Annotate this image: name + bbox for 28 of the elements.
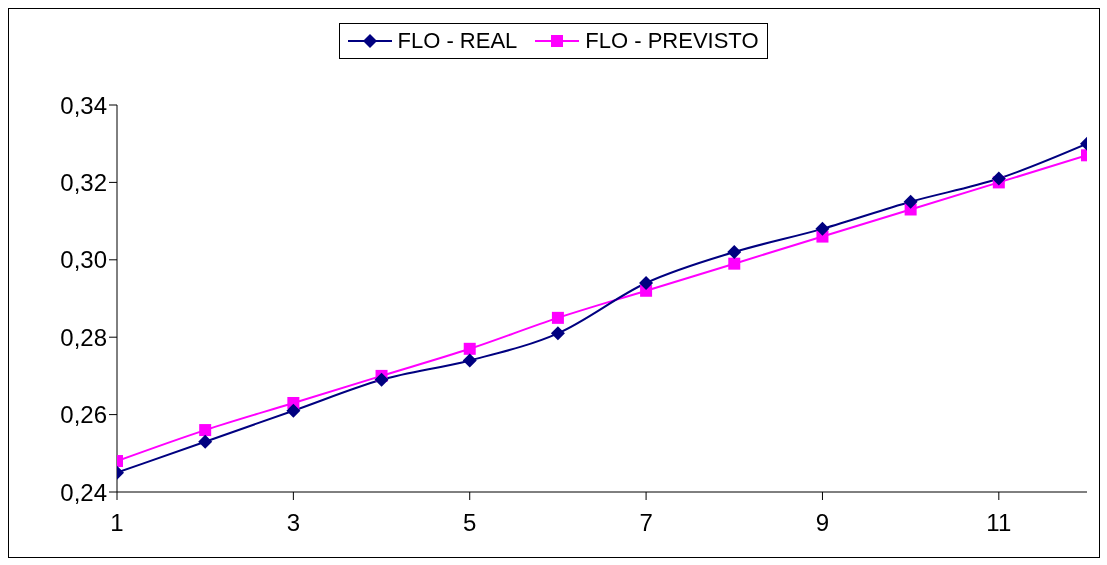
x-tick-label: 3: [286, 509, 301, 537]
y-tick-label: 0,32: [60, 168, 107, 196]
x-tick-label: 5: [463, 509, 477, 537]
y-tick-label: 0,26: [60, 401, 107, 429]
x-tick-label: 1: [110, 509, 124, 537]
point: [727, 245, 742, 260]
point: [199, 424, 212, 437]
legend-label: FLO - REAL: [397, 28, 518, 54]
y-tick-label: 0,30: [60, 246, 107, 274]
point: [374, 372, 389, 387]
legend-label: FLO - PREVISTO: [585, 28, 759, 54]
point: [991, 171, 1006, 186]
point: [463, 342, 476, 355]
point: [198, 434, 213, 449]
x-tick-label: 7: [639, 509, 653, 537]
point: [728, 257, 741, 270]
y-tick-label: 0,34: [60, 91, 107, 119]
point: [815, 221, 830, 236]
point: [639, 276, 654, 291]
y-tick-label: 0,24: [60, 478, 107, 506]
point: [286, 403, 301, 418]
y-tick-label: 0,28: [60, 323, 107, 351]
x-tick-label: 9: [815, 509, 830, 537]
point: [462, 353, 477, 368]
point: [551, 311, 564, 324]
point: [903, 194, 918, 209]
point: [550, 326, 565, 341]
x-tick-label: 11: [986, 509, 1012, 537]
